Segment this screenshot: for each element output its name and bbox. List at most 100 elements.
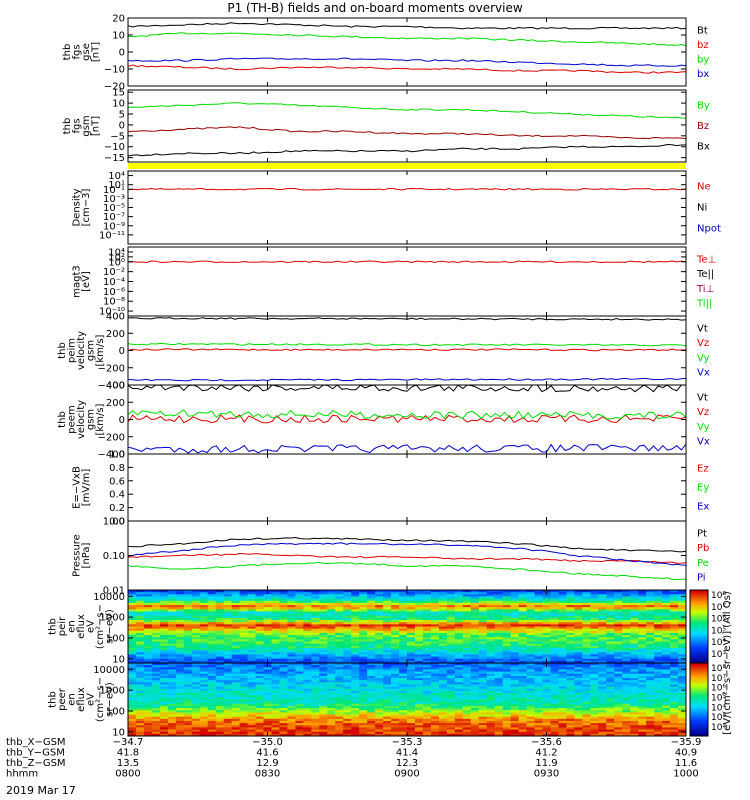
spectrogram-cell xyxy=(414,693,424,696)
spectrogram-cell xyxy=(678,645,687,649)
spectrogram-cell xyxy=(430,701,440,705)
spectrogram-cell xyxy=(335,684,344,688)
spectrogram-cell xyxy=(191,686,201,690)
spectrogram-cell xyxy=(359,656,368,660)
spectrogram-cell xyxy=(399,600,408,604)
y-tick-label: 10000 xyxy=(93,592,125,603)
spectrogram-cell xyxy=(414,714,424,718)
spectrogram-cell xyxy=(375,656,384,660)
spectrogram-cell xyxy=(638,663,647,666)
spectrogram-cell xyxy=(542,682,551,685)
spectrogram-cell xyxy=(167,590,177,593)
spectrogram-cell xyxy=(638,720,647,724)
spectrogram-cell xyxy=(399,667,408,670)
spectrogram-cell xyxy=(215,703,225,707)
spectrogram-cell xyxy=(622,652,631,655)
spectrogram-cell xyxy=(486,650,496,653)
spectrogram-cell xyxy=(207,598,217,602)
spectrogram-cell xyxy=(128,600,137,604)
spectrogram-cell xyxy=(207,705,217,709)
spectrogram-cell xyxy=(486,690,496,694)
spectrogram-cell xyxy=(654,598,663,602)
spectrogram-cell xyxy=(622,682,631,685)
spectrogram-cell xyxy=(183,635,193,638)
y-tick-label: 10 xyxy=(112,99,125,110)
spectrogram-cell xyxy=(151,705,161,709)
spectrogram-cell xyxy=(678,684,687,688)
spectrogram-cell xyxy=(263,643,272,647)
spectrogram-cell xyxy=(191,673,201,677)
spectrogram-cell xyxy=(311,656,320,660)
spectrogram-cell xyxy=(678,669,687,672)
spectrogram-cell xyxy=(478,617,488,621)
spectrogram-cell xyxy=(590,617,599,621)
spectrogram-cell xyxy=(239,620,248,623)
spectrogram-cell xyxy=(295,637,304,640)
spectrogram-cell xyxy=(151,635,161,638)
spectrogram-cell xyxy=(526,628,535,632)
spectrogram-cell xyxy=(598,675,607,679)
spectrogram-cell xyxy=(654,725,663,728)
spectrogram-cell xyxy=(606,723,615,726)
spectrogram-cell xyxy=(271,667,280,670)
spectrogram-cell xyxy=(526,678,535,681)
spectrogram-cell xyxy=(407,665,416,668)
spectrogram-cell xyxy=(351,641,360,645)
spectrogram-cell xyxy=(414,703,424,707)
y-axis-label: [nPa] xyxy=(81,542,92,568)
spectrogram-cell xyxy=(510,637,519,640)
spectrogram-cell xyxy=(414,682,424,685)
spectrogram-cell xyxy=(279,718,288,722)
spectrogram-cell xyxy=(510,630,519,634)
spectrogram-cell xyxy=(215,632,225,636)
spectrogram-cell xyxy=(383,622,392,625)
spectrogram-cell xyxy=(335,716,344,720)
spectrogram-cell xyxy=(662,669,671,672)
spectrogram-cell xyxy=(614,645,623,649)
spectrogram-cell xyxy=(271,686,280,690)
spectrogram-cell xyxy=(470,605,480,608)
spectrogram-cell xyxy=(638,594,647,597)
spectrogram-cell xyxy=(526,611,535,615)
spectrogram-cell xyxy=(311,613,320,617)
spectrogram-cell xyxy=(167,647,177,651)
spectrogram-cell xyxy=(598,637,607,640)
spectrogram-cell xyxy=(263,684,272,688)
spectrogram-cell xyxy=(183,680,193,683)
spectrogram-cell xyxy=(279,643,288,647)
spectrogram-cell xyxy=(359,703,368,707)
spectrogram-cell xyxy=(159,663,169,666)
spectrogram-cell xyxy=(590,632,599,636)
spectrogram-cell xyxy=(614,678,623,681)
spectrogram-cell xyxy=(343,712,352,715)
spectrogram-cell xyxy=(191,675,201,679)
spectrogram-cell xyxy=(582,652,591,655)
spectrogram-cell xyxy=(542,712,551,715)
spectrogram-cell xyxy=(255,660,264,664)
spectrogram-cell xyxy=(375,682,384,685)
spectrogram-cell xyxy=(486,600,496,604)
spectrogram-cell xyxy=(550,729,559,733)
spectrogram-cell xyxy=(271,725,280,728)
spectrogram-cell xyxy=(638,667,647,670)
spectrogram-cell xyxy=(662,592,671,595)
spectrogram-cell xyxy=(510,665,519,668)
spectrogram-cell xyxy=(630,632,639,636)
spectrogram-cell xyxy=(478,678,488,681)
spectrogram-cell xyxy=(630,673,639,677)
spectrogram-cell xyxy=(478,598,488,602)
spectrogram-cell xyxy=(670,720,679,724)
spectrogram-cell xyxy=(590,695,599,698)
spectrogram-cell xyxy=(159,607,169,610)
spectrogram-cell xyxy=(279,725,288,728)
panel-frame xyxy=(127,17,687,87)
spectrogram-cell xyxy=(550,609,559,612)
spectrogram-cell xyxy=(630,718,639,722)
spectrogram-cell xyxy=(510,652,519,655)
spectrogram-cell xyxy=(295,690,304,694)
spectrogram-cell xyxy=(542,643,551,647)
spectrogram-cell xyxy=(279,720,288,724)
spectrogram-cell xyxy=(646,652,655,655)
spectrogram-cell xyxy=(303,613,312,617)
spectrogram-cell xyxy=(622,690,631,694)
